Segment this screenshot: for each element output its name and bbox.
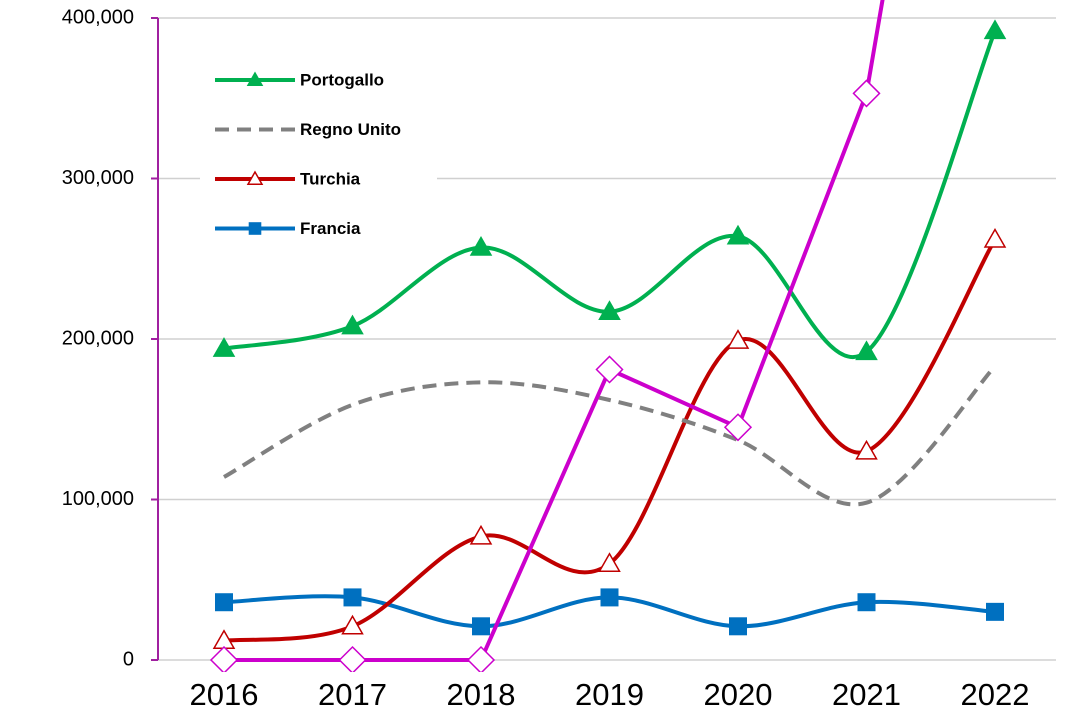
legend-label: Francia [300, 219, 361, 238]
series-line [223, 364, 997, 507]
y-tick-label: 400,000 [62, 6, 134, 28]
legend-label: Portogallo [300, 70, 384, 89]
marker [598, 300, 621, 320]
x-tick-label: 2017 [318, 677, 387, 712]
x-tick-label: 2020 [704, 677, 773, 712]
marker [723, 413, 753, 442]
marker [598, 552, 621, 572]
y-tick-label: 300,000 [62, 167, 134, 189]
marker [726, 224, 750, 245]
legend-box [200, 42, 437, 250]
marker [466, 645, 496, 672]
marker [852, 79, 881, 108]
x-tick-label: 2019 [575, 677, 644, 712]
marker [343, 588, 362, 607]
marker [212, 337, 236, 357]
marker [857, 593, 876, 612]
marker [600, 588, 619, 607]
marker [983, 19, 1007, 40]
x-tick-label: 2016 [190, 677, 259, 712]
legend-label: Turchia [300, 169, 361, 188]
marker [855, 439, 878, 460]
marker [469, 236, 493, 256]
marker [341, 314, 364, 335]
y-tick-label: 100,000 [62, 488, 134, 510]
y-tick-label: 200,000 [62, 327, 134, 349]
marker [983, 227, 1007, 248]
marker [726, 329, 750, 349]
series-line [223, 238, 997, 643]
marker [595, 355, 624, 384]
marker [246, 71, 264, 86]
plot [209, 0, 1007, 672]
marker [469, 524, 493, 545]
marker [472, 617, 490, 636]
x-tick-label: 2022 [961, 677, 1030, 712]
marker [248, 222, 262, 235]
marker [341, 614, 364, 635]
marker [986, 602, 1004, 621]
legend: Portogallo Regno Unito Turchia Francia [200, 42, 437, 250]
marker [729, 617, 747, 636]
marker [246, 170, 264, 185]
y-tick-label: 0 [123, 648, 134, 670]
grid: 0 100,000 200,000 300,000 400,000 2016 2017 201… [62, 6, 1056, 712]
marker [855, 340, 878, 361]
x-tick-label: 2021 [832, 677, 901, 712]
marker [338, 645, 367, 672]
marker [209, 645, 239, 672]
series-line [223, 30, 997, 359]
legend-label: Regno Unito [300, 120, 401, 139]
marker [215, 593, 233, 612]
x-tick-label: 2018 [447, 677, 516, 712]
